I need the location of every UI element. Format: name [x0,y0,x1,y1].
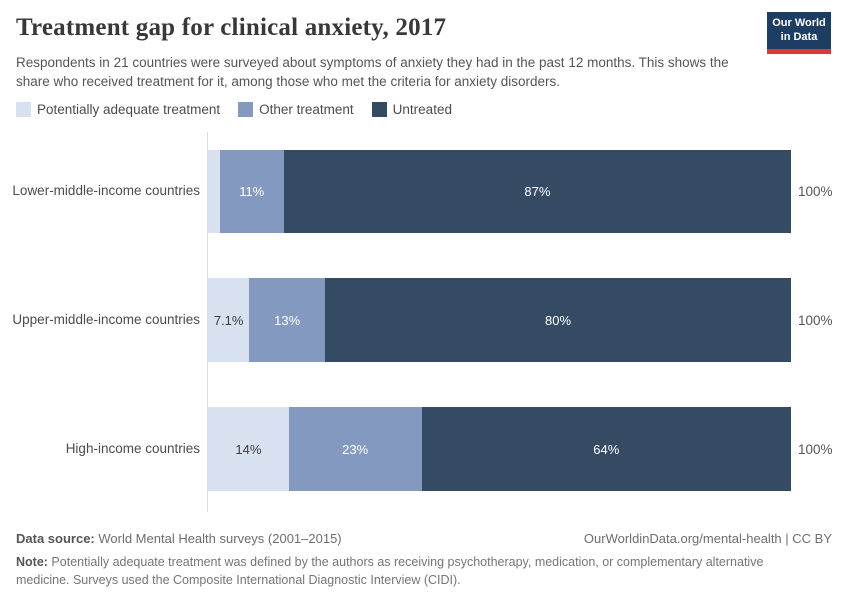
owid-logo[interactable]: Our World in Data [767,12,831,54]
total-label: 100% [798,184,833,199]
stacked-bar: 14% 23% 64% [208,407,792,491]
legend-item-other-treatment[interactable]: Other treatment [238,102,354,117]
category-label: Upper-middle-income countries [12,311,200,327]
legend-label: Potentially adequate treatment [37,102,221,117]
chart-note-label: Note: [16,555,48,569]
owid-logo-line2: in Data [780,30,818,43]
total-label: 100% [798,312,833,328]
owid-url-link[interactable]: OurWorldinData.org/mental-health | CC BY [583,531,832,546]
category-label: Lower-middle-income countries [12,183,200,199]
legend-swatch-icon [371,102,387,117]
legend-item-untreated[interactable]: Untreated [371,102,452,117]
bar-segment[interactable]: 14% [208,407,289,491]
owid-logo-box: Our World in Data [767,12,831,49]
data-source-label: Data source: [16,531,95,546]
bar-segment[interactable]: 80% [325,278,791,362]
chart-subtitle: Respondents in 21 countries were surveye… [16,55,729,89]
bar-segment[interactable]: 13% [249,278,326,362]
total-label: 100% [798,441,833,457]
bar-segment-label: 13% [274,312,301,328]
legend-swatch-icon [238,102,254,117]
bar-segment[interactable]: 23% [288,407,422,491]
legend-label: Untreated [392,102,452,117]
bar-segment-label: 7.1% [213,312,244,328]
bar-segment-label: 87% [524,184,551,199]
stacked-bar: 7.1% 13% 80% [208,278,791,362]
bar-segment[interactable]: 87% [283,150,791,233]
data-source-text: World Mental Health surveys (2001–2015) [94,531,342,546]
footer: Data source: World Mental Health surveys… [16,531,832,546]
chart-legend: Potentially adequate treatment Other trea… [16,102,452,117]
bar-segment[interactable]: 11% [219,150,284,233]
bar-segment-label: 11% [239,184,265,199]
bar-row: Lower-middle-income countries 11% 87% 100% [0,150,833,233]
chart-note-text: Potentially adequate treatment was defin… [16,555,764,588]
bar-segment-label: 23% [342,441,369,457]
bar-segment[interactable]: 7.1% [208,278,250,362]
bar-segment[interactable] [208,150,220,233]
page-title: Treatment gap for clinical anxiety, 2017 [16,14,447,41]
bar-segment-label: 80% [545,312,572,328]
bar-row: High-income countries 14% 23% 64% 100% [0,407,833,491]
bar-segment[interactable]: 64% [421,407,792,491]
category-label: High-income countries [65,440,200,456]
data-source: Data source: World Mental Health surveys… [16,531,342,546]
legend-item-potentially-adequate-treatment[interactable]: Potentially adequate treatment [16,102,220,117]
y-axis-line [207,132,208,512]
legend-swatch-icon [16,102,31,117]
legend-label: Other treatment [259,102,354,117]
chart-note: Note: Potentially adequate treatment was… [16,553,796,589]
bar-segment-label: 14% [235,441,262,457]
bar-segment-label: 64% [593,441,620,457]
stacked-bar: 11% 87% [208,150,791,233]
owid-logo-line1: Our World [772,17,826,29]
bar-row: Upper-middle-income countries 7.1% 13% 80% 1… [0,278,833,362]
owid-logo-stripe [767,48,831,54]
